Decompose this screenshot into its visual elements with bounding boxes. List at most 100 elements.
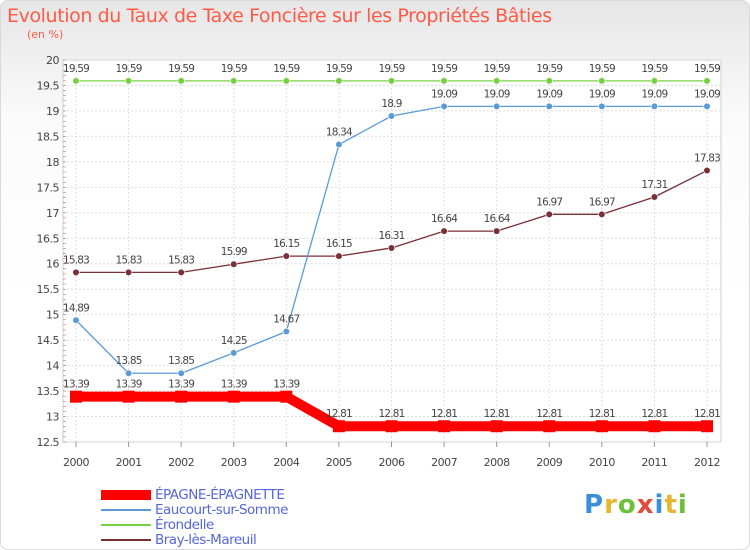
data-point [282, 77, 290, 85]
data-label: 17.83 [694, 153, 720, 165]
data-point [177, 369, 185, 377]
y-tick-label: 18 [46, 156, 59, 169]
data-point [387, 112, 396, 120]
y-tick-label: 16.5 [37, 232, 60, 245]
data-label: 12.81 [694, 408, 720, 420]
data-label: 13.39 [116, 379, 142, 391]
data-label: 19.59 [589, 63, 615, 75]
data-label: 16.31 [378, 230, 404, 242]
data-label: 16.15 [273, 238, 299, 250]
data-label: 14.25 [221, 335, 247, 347]
x-tick-label: 2004 [273, 456, 299, 469]
data-label: 19.59 [431, 63, 457, 75]
data-point [701, 420, 713, 433]
data-label: 19.59 [694, 63, 720, 75]
legend-swatch [101, 524, 151, 526]
data-point [230, 77, 238, 85]
x-tick-label: 2011 [641, 456, 667, 469]
data-point [70, 390, 82, 403]
y-tick-label: 14.5 [37, 334, 60, 347]
data-point [124, 77, 133, 85]
data-point [650, 193, 659, 201]
data-point [440, 102, 448, 110]
data-point [282, 252, 290, 260]
data-label: 12.81 [484, 408, 510, 420]
data-label: 16.97 [589, 196, 615, 208]
data-point [598, 102, 606, 110]
logo-letter: P [584, 490, 605, 520]
x-tick-label: 2007 [431, 456, 457, 469]
x-tick-label: 2010 [589, 456, 615, 469]
data-label: 19.59 [116, 63, 142, 75]
data-point [124, 369, 133, 377]
data-point [282, 327, 290, 336]
data-label: 19.59 [273, 63, 299, 75]
data-point [177, 268, 185, 276]
legend-label: ÉPAGNE-ÉPAGNETTE [155, 487, 285, 503]
data-point [72, 316, 80, 324]
data-point [122, 390, 135, 403]
data-label: 16.64 [484, 213, 511, 225]
logo-letter: x [636, 490, 655, 520]
y-tick-label: 18.5 [37, 130, 60, 143]
data-point [387, 244, 396, 252]
data-label: 16.64 [431, 213, 458, 225]
data-point [387, 77, 396, 85]
data-label: 19.09 [694, 88, 720, 100]
data-point [650, 102, 659, 110]
data-label: 19.09 [431, 88, 457, 100]
data-point [335, 77, 343, 85]
data-label: 15.83 [63, 254, 89, 266]
data-label: 16.15 [326, 238, 352, 250]
legend-label: Eaucourt-sur-Somme [155, 502, 288, 518]
data-point [545, 77, 553, 85]
data-label: 19.09 [484, 88, 510, 100]
x-tick-label: 2009 [536, 456, 562, 469]
data-label: 12.81 [589, 408, 615, 420]
data-label: 19.59 [536, 63, 562, 75]
y-tick-label: 17.5 [37, 181, 60, 194]
data-point [440, 227, 448, 235]
data-point [177, 77, 185, 85]
data-point [595, 420, 608, 433]
data-label: 14.67 [273, 313, 299, 325]
data-point [598, 210, 606, 218]
logo-letter: i [654, 490, 665, 520]
logo-letter: o [617, 490, 637, 520]
data-point [280, 390, 293, 403]
data-label: 15.99 [221, 246, 247, 258]
data-point [440, 77, 448, 85]
chart-subtitle: (en %) [27, 28, 64, 41]
legend-label: Bray-lès-Mareuil [155, 532, 257, 548]
data-point [230, 260, 238, 268]
legend-swatch [101, 539, 151, 541]
data-point [227, 390, 240, 403]
data-point [332, 420, 345, 433]
data-point [385, 420, 398, 433]
legend-swatch [101, 490, 151, 500]
data-label: 15.83 [168, 254, 194, 266]
data-label: 12.81 [378, 408, 404, 420]
data-point [438, 420, 451, 433]
data-label: 13.39 [168, 379, 194, 391]
x-tick-label: 2003 [221, 456, 247, 469]
data-point [72, 77, 80, 85]
data-label: 12.81 [536, 408, 562, 420]
data-label: 19.59 [63, 63, 89, 75]
data-label: 17.31 [641, 179, 667, 191]
data-point [545, 102, 553, 110]
x-tick-label: 2001 [116, 456, 142, 469]
data-point [543, 420, 556, 433]
y-tick-label: 15.5 [37, 283, 60, 296]
data-label: 14.89 [63, 302, 89, 314]
data-point [545, 210, 553, 218]
data-label: 12.81 [641, 408, 667, 420]
data-point [493, 102, 501, 110]
data-label: 13.85 [168, 355, 194, 367]
x-tick-label: 2012 [694, 456, 720, 469]
data-label: 18.34 [326, 127, 353, 139]
data-label: 19.59 [641, 63, 667, 75]
proxiti-logo: Proxiti [584, 490, 688, 520]
x-tick-label: 2000 [63, 456, 89, 469]
data-point [490, 420, 503, 433]
